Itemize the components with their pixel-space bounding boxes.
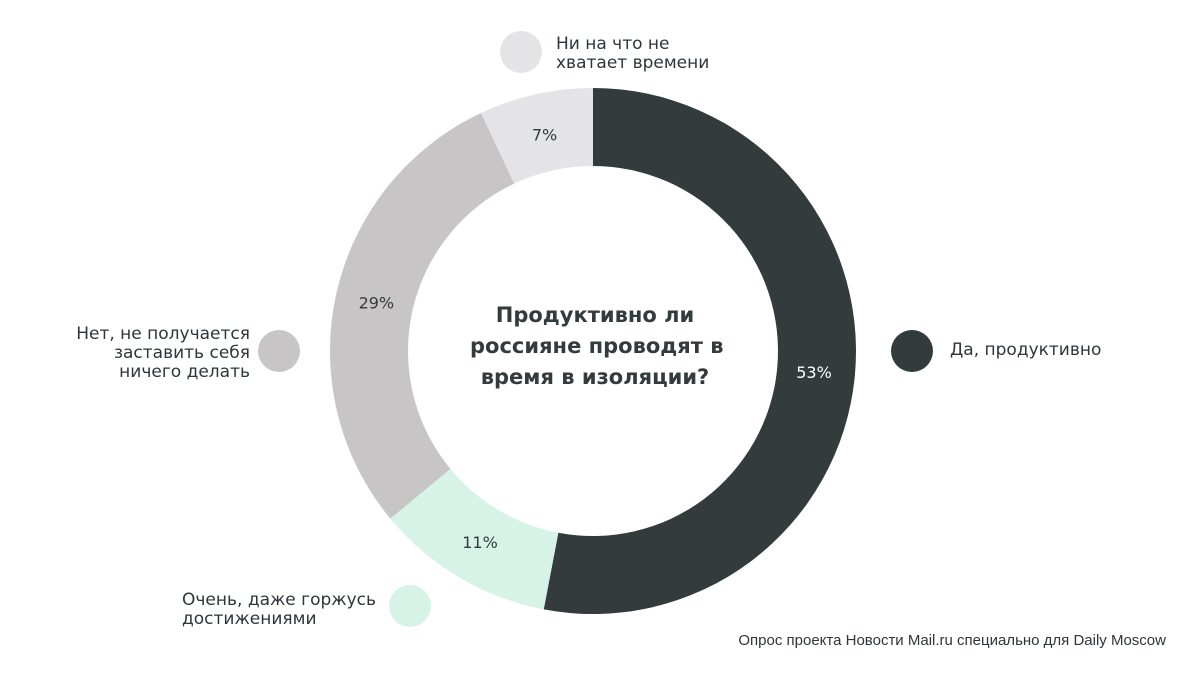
slice-net-ne-poluchaetsya [330, 113, 515, 519]
slice-ochen-gorzhus [390, 468, 559, 610]
value-label-net-ne-poluchaetsya: 29% [359, 294, 395, 313]
legend-label-ochen-gorzhus: Очень, даже горжусь достижениями [182, 590, 377, 629]
value-label-da-produktivno: 53% [796, 363, 832, 382]
legend-marker-ni-na-chto [500, 31, 542, 73]
chart-title-line-2: россияне проводят в [470, 334, 724, 358]
legend-label-da-produktivno: Да, продуктивно [950, 340, 1102, 360]
slice-ni-na-chto [481, 88, 593, 184]
source-note: Опрос проекта Новости Mail.ru специально… [738, 632, 1166, 649]
value-label-ochen-gorzhus: 11% [462, 533, 498, 552]
legend-label-net-ne-poluchaetsya: Нет, не получается заставить себя ничего… [76, 324, 250, 382]
chart-title-line-3: время в изоляции? [480, 365, 710, 389]
legend-label-ni-na-chto: Ни на что не хватает времени [556, 34, 710, 73]
chart-title: Продуктивно ли россияне проводят в время… [470, 300, 724, 393]
slice-da-produktivno [543, 88, 856, 614]
chart-title-line-1: Продуктивно ли [495, 303, 695, 327]
legend-marker-net-ne-poluchaetsya [258, 330, 300, 372]
legend-marker-da-produktivno [891, 330, 933, 372]
legend-marker-ochen-gorzhus [389, 585, 431, 627]
value-label-ni-na-chto: 7% [532, 125, 557, 144]
